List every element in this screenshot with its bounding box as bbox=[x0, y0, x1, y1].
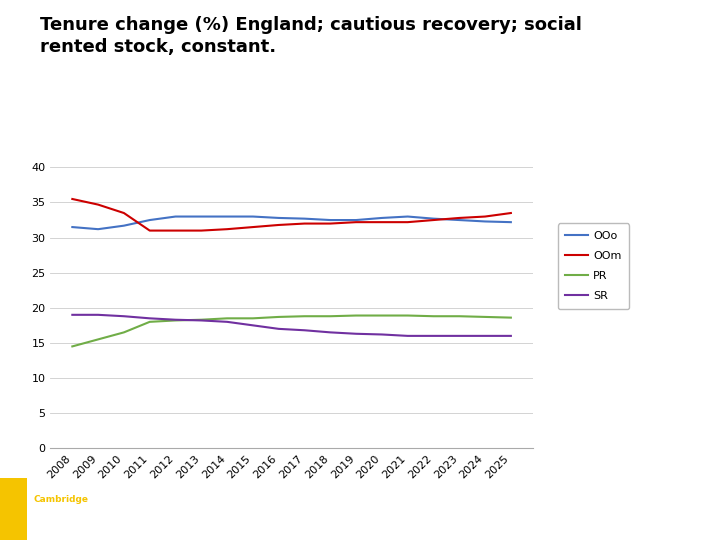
Line: PR: PR bbox=[72, 315, 511, 347]
Text: Planning Research: Planning Research bbox=[33, 537, 117, 540]
PR bbox=[145, 319, 154, 325]
OOm bbox=[429, 217, 438, 223]
SR bbox=[248, 322, 257, 328]
OOo bbox=[248, 213, 257, 220]
OOm bbox=[120, 210, 128, 216]
SR bbox=[429, 333, 438, 339]
OOo bbox=[94, 226, 102, 232]
OOm bbox=[481, 213, 490, 220]
OOo bbox=[300, 215, 309, 222]
SR bbox=[274, 326, 283, 332]
SR bbox=[94, 312, 102, 318]
SR bbox=[171, 316, 180, 323]
Text: Tenure change (%) England; cautious recovery; social
rented stock, constant.: Tenure change (%) England; cautious reco… bbox=[40, 16, 582, 56]
OOm bbox=[248, 224, 257, 230]
OOo bbox=[352, 217, 361, 223]
SR bbox=[507, 333, 516, 339]
PR bbox=[120, 329, 128, 335]
SR bbox=[145, 315, 154, 321]
PR bbox=[429, 313, 438, 320]
Line: SR: SR bbox=[72, 315, 511, 336]
Bar bbox=[0, 478, 27, 540]
PR bbox=[352, 312, 361, 319]
SR bbox=[68, 312, 76, 318]
SR bbox=[222, 319, 231, 325]
PR bbox=[222, 315, 231, 321]
PR bbox=[300, 313, 309, 320]
OOm bbox=[403, 219, 412, 225]
PR bbox=[455, 313, 464, 320]
OOm bbox=[222, 226, 231, 232]
Line: OOm: OOm bbox=[72, 199, 511, 231]
OOm bbox=[94, 201, 102, 208]
OOm bbox=[507, 210, 516, 216]
PR bbox=[248, 315, 257, 321]
SR bbox=[377, 331, 386, 338]
OOm bbox=[197, 227, 206, 234]
OOo bbox=[274, 215, 283, 221]
SR bbox=[481, 333, 490, 339]
OOo bbox=[326, 217, 335, 223]
OOo bbox=[377, 215, 386, 221]
PR bbox=[481, 314, 490, 320]
PR bbox=[197, 316, 206, 323]
SR bbox=[120, 313, 128, 320]
PR bbox=[94, 336, 102, 342]
PR bbox=[507, 314, 516, 321]
PR bbox=[403, 312, 412, 319]
OOo bbox=[429, 215, 438, 222]
OOm bbox=[300, 220, 309, 227]
OOo bbox=[222, 213, 231, 220]
Text: Cambridge: Cambridge bbox=[33, 495, 88, 504]
SR bbox=[403, 333, 412, 339]
OOm bbox=[377, 219, 386, 225]
OOo bbox=[481, 218, 490, 225]
OOo bbox=[403, 213, 412, 220]
SR bbox=[455, 333, 464, 339]
OOo bbox=[171, 213, 180, 220]
Text: for Housing &: for Housing & bbox=[33, 516, 95, 525]
SR bbox=[326, 329, 335, 335]
PR bbox=[326, 313, 335, 320]
PR bbox=[274, 314, 283, 320]
OOo bbox=[120, 222, 128, 229]
SR bbox=[352, 330, 361, 337]
OOo bbox=[455, 217, 464, 223]
OOo bbox=[197, 213, 206, 220]
OOo bbox=[68, 224, 76, 230]
OOm bbox=[68, 195, 76, 202]
SR bbox=[197, 317, 206, 323]
PR bbox=[171, 317, 180, 323]
OOm bbox=[326, 220, 335, 227]
SR bbox=[300, 327, 309, 334]
OOm bbox=[455, 215, 464, 221]
OOo bbox=[145, 217, 154, 223]
OOm bbox=[171, 227, 180, 234]
Line: OOo: OOo bbox=[72, 217, 511, 229]
OOm bbox=[145, 227, 154, 234]
OOm bbox=[352, 219, 361, 225]
OOo bbox=[507, 219, 516, 225]
OOm bbox=[274, 222, 283, 228]
PR bbox=[377, 312, 386, 319]
PR bbox=[68, 343, 76, 350]
Text: Centre: Centre bbox=[85, 495, 118, 504]
Legend: OOo, OOm, PR, SR: OOo, OOm, PR, SR bbox=[558, 224, 629, 309]
